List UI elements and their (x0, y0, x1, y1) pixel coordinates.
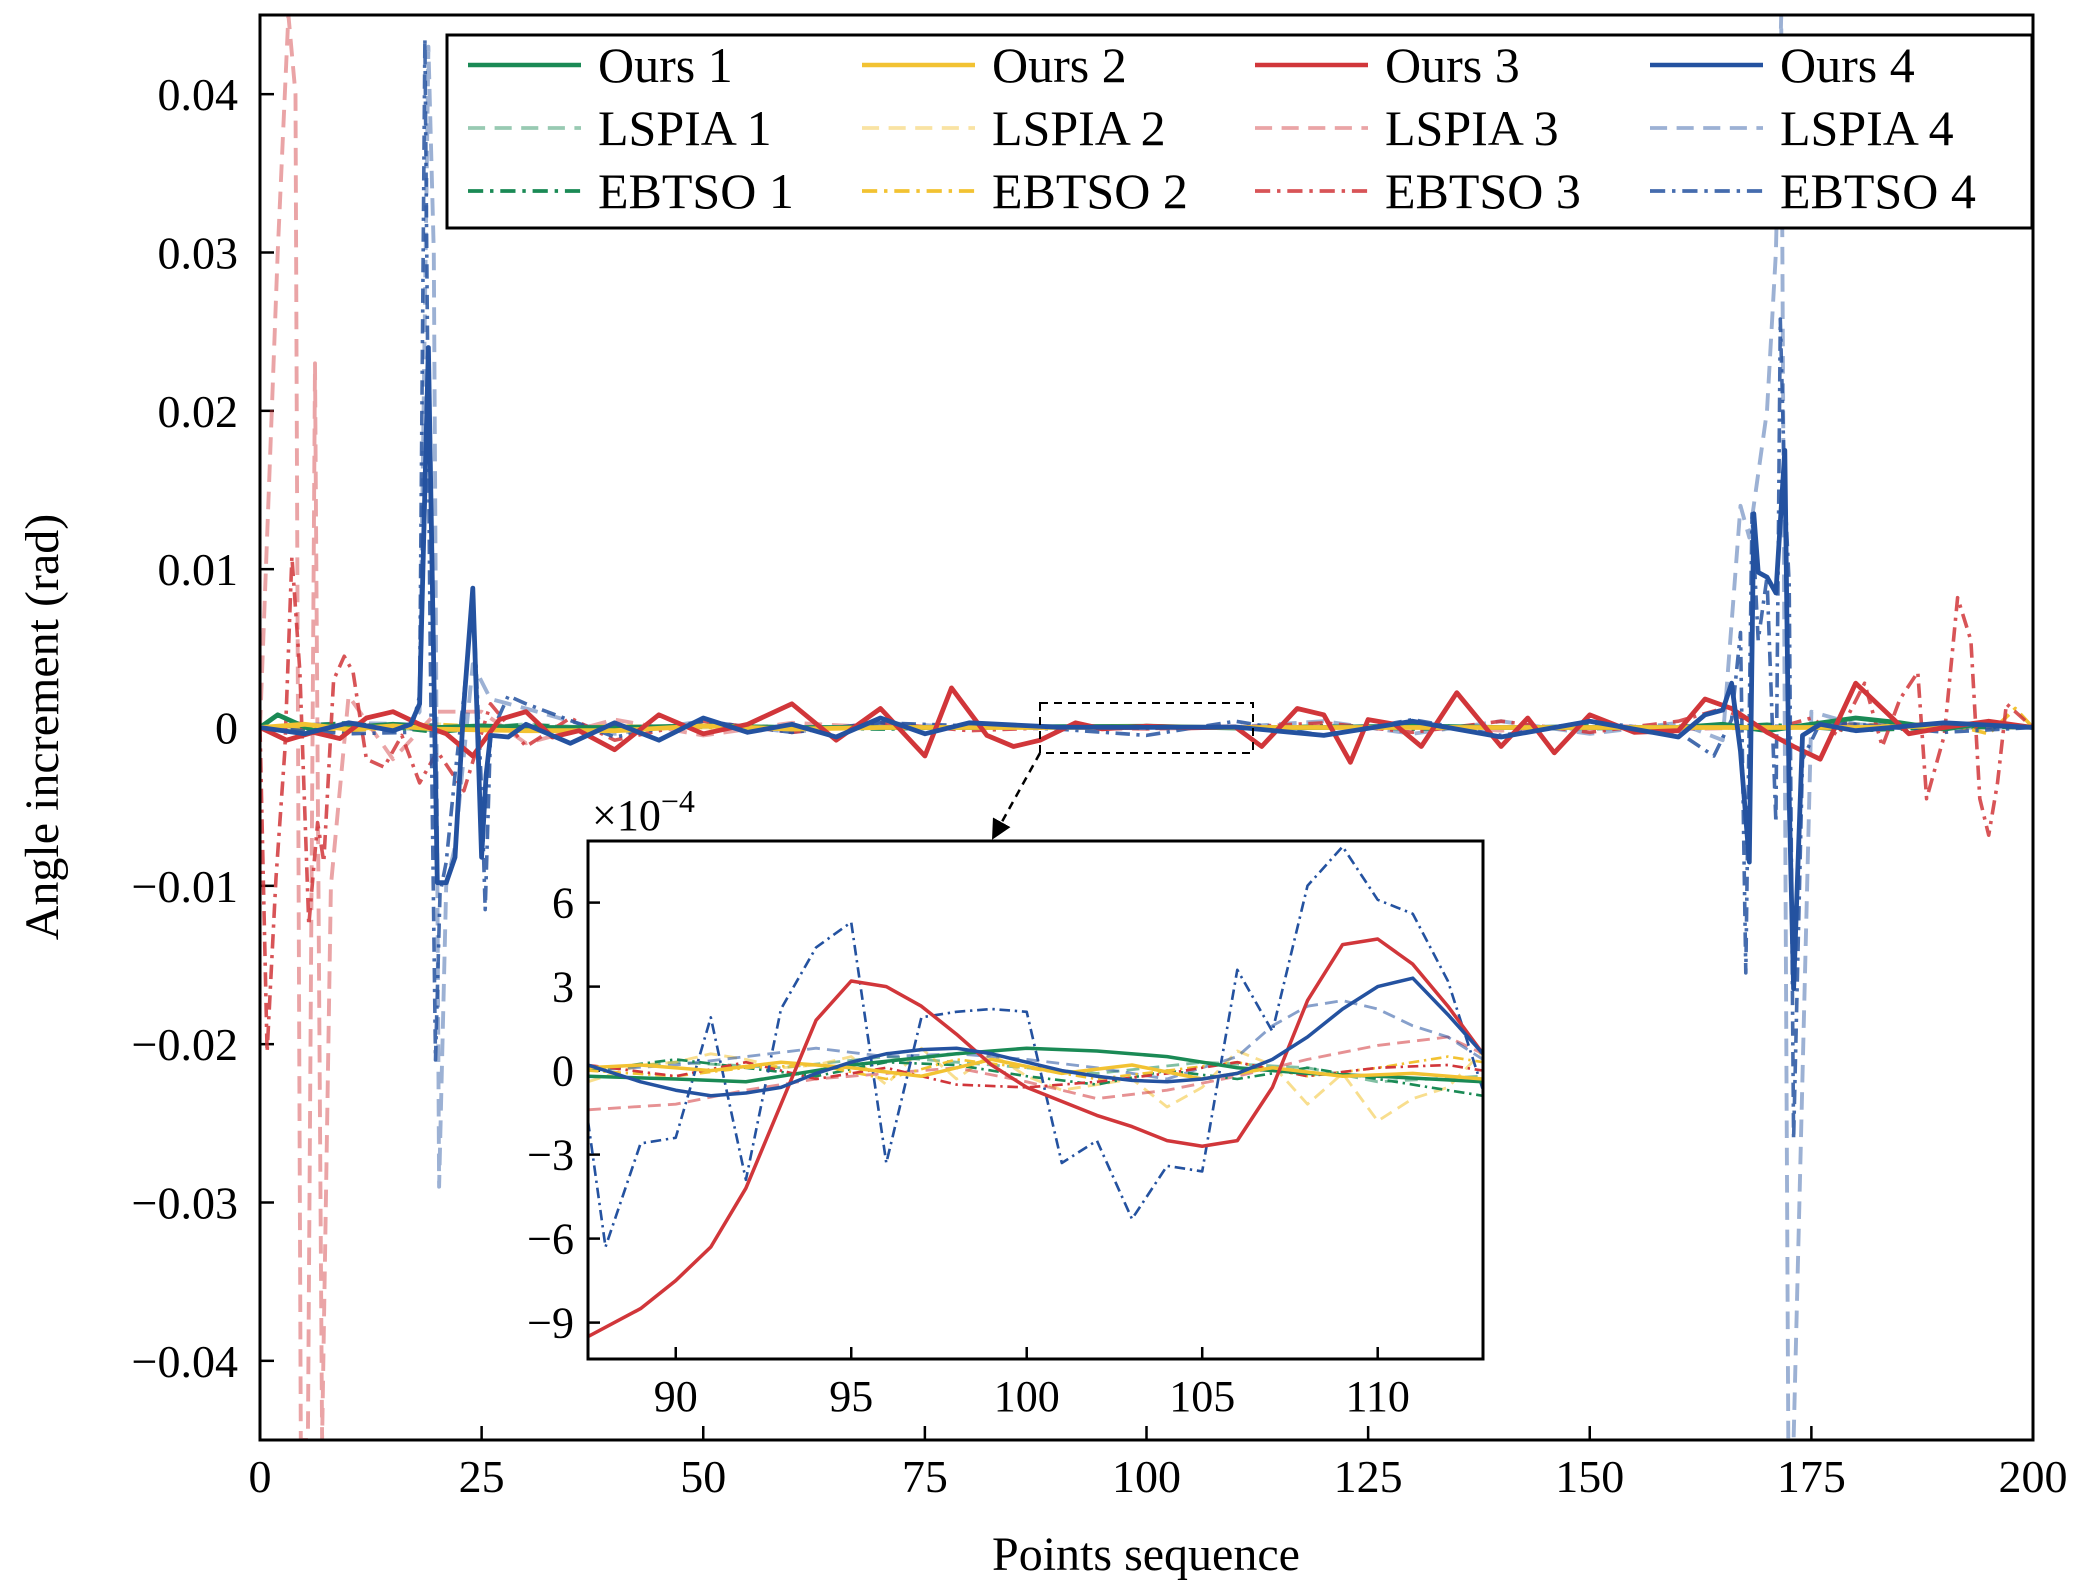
inset-x-tick-label: 95 (829, 1372, 873, 1421)
legend-box (445, 33, 2034, 230)
inset-axis-ticks: 90 95 100 105 110 6 3 0 −3 −6 −9 (527, 879, 1410, 1421)
inset-y-tick-label: −3 (527, 1131, 574, 1180)
inset-frame (586, 839, 1485, 1361)
inset-background (588, 841, 1483, 1359)
y-tick-label: −0.03 (132, 1178, 238, 1229)
legend-label-ebtso-2: EBTSO 2 (992, 163, 1188, 219)
inset-series-ours-4 (588, 976, 1483, 1098)
x-tick-label: 125 (1334, 1451, 1403, 1502)
zoom-region-box (1039, 702, 1254, 754)
inset-series-ours-2 (588, 1057, 1483, 1081)
inset-series-ebtso-3 (588, 1060, 1483, 1089)
inset-y-tick-label: 0 (552, 1047, 574, 1096)
y-tick-label: 0.03 (158, 228, 239, 279)
inset-plot-series (588, 845, 1483, 1339)
inset-multiplier-base: ×10 (592, 791, 661, 840)
y-tick-label: 0.01 (158, 544, 239, 595)
y-tick-label: 0 (215, 703, 238, 754)
legend-label-ours-2: Ours 2 (992, 37, 1127, 93)
main-plot-frame (258, 13, 2035, 1442)
inset-x-tick-label: 105 (1169, 1372, 1235, 1421)
inset-series-ours-3 (588, 937, 1483, 1339)
legend: Ours 1 Ours 2 Ours 3 Ours 4 LSPIA 1 LSPIA 2 LS… (445, 33, 2034, 230)
y-tick-label: −0.02 (132, 1019, 238, 1070)
legend-label-ours-1: Ours 1 (598, 37, 733, 93)
y-tick-label: −0.01 (132, 861, 238, 912)
legend-label-lspia-4: LSPIA 4 (1780, 100, 1954, 156)
y-axis-title: Angle increment (rad) (16, 514, 69, 940)
main-axis-ticks: 0 25 50 75 100 125 150 175 200 0.04 0.03 0.02 0.01 0 −… (132, 69, 2068, 1502)
inset-series-lspia-3 (588, 1035, 1483, 1112)
main-series-ebtso-4 (260, 36, 2033, 1141)
x-tick-label: 50 (680, 1451, 726, 1502)
x-axis-title: Points sequence (992, 1528, 1300, 1581)
x-tick-label: 0 (249, 1451, 272, 1502)
inset-y-tick-label: 6 (552, 879, 574, 928)
legend-label-ebtso-3: EBTSO 3 (1385, 163, 1581, 219)
legend-label-ours-4: Ours 4 (1780, 37, 1915, 93)
inset-chart: 90 95 100 105 110 6 3 0 −3 −6 −9 ×10−4 (527, 783, 1485, 1421)
legend-label-ebtso-4: EBTSO 4 (1780, 163, 1976, 219)
main-series-ours-4 (260, 345, 2033, 992)
inset-multiplier-exponent: −4 (661, 783, 695, 819)
x-tick-label: 200 (1999, 1451, 2068, 1502)
main-series-ebtso-3 (260, 554, 2033, 1054)
legend-label-lspia-1: LSPIA 1 (598, 100, 772, 156)
legend-label-lspia-2: LSPIA 2 (992, 100, 1166, 156)
x-tick-label: 150 (1555, 1451, 1624, 1502)
zoom-arrow (991, 752, 1042, 840)
legend-label-lspia-3: LSPIA 3 (1385, 100, 1559, 156)
inset-y-tick-label: 3 (552, 963, 574, 1012)
x-tick-label: 75 (902, 1451, 948, 1502)
inset-y-tick-label: −6 (527, 1215, 574, 1264)
inset-x-tick-label: 110 (1346, 1372, 1410, 1421)
inset-x-tick-label: 100 (994, 1372, 1060, 1421)
main-plot-series (260, 15, 2033, 1440)
y-tick-label: −0.04 (132, 1336, 238, 1387)
y-tick-label: 0.04 (158, 69, 239, 120)
inset-series-lspia-2 (588, 1046, 1483, 1123)
legend-label-ours-3: Ours 3 (1385, 37, 1520, 93)
inset-series-lspia-4 (588, 999, 1483, 1081)
legend-items: Ours 1 Ours 2 Ours 3 Ours 4 LSPIA 1 LSPIA 2 LS… (468, 37, 1976, 219)
y-tick-label: 0.02 (158, 386, 239, 437)
legend-label-ebtso-1: EBTSO 1 (598, 163, 794, 219)
x-tick-label: 175 (1777, 1451, 1846, 1502)
inset-y-tick-label: −9 (527, 1299, 574, 1348)
x-tick-label: 25 (459, 1451, 505, 1502)
inset-series-ebtso-4 (588, 845, 1483, 1249)
x-tick-label: 100 (1112, 1451, 1181, 1502)
inset-x-tick-label: 90 (654, 1372, 698, 1421)
inset-multiplier: ×10−4 (592, 783, 695, 840)
